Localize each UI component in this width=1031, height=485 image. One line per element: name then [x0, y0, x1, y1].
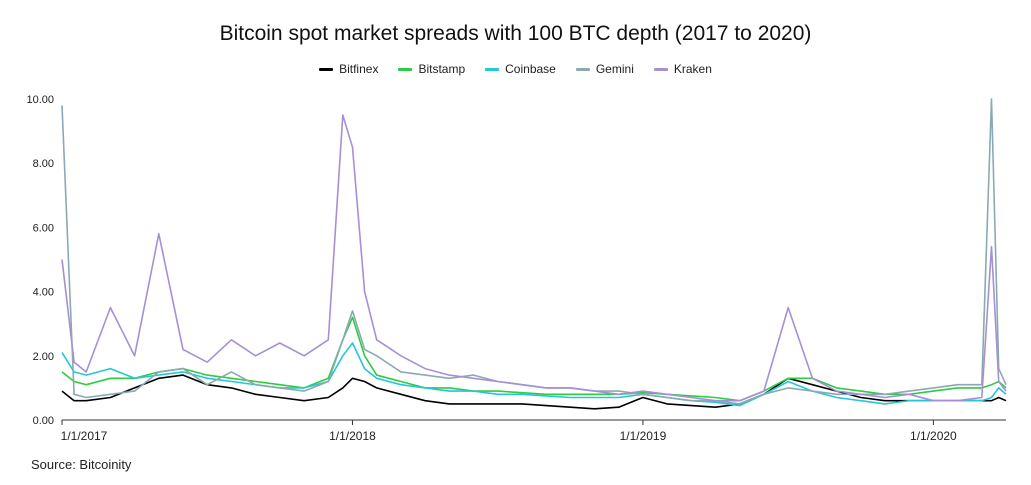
series-line-bitfinex — [61, 374, 1007, 410]
y-tick-label: 0.00 — [33, 415, 54, 427]
legend-swatch-bitstamp — [398, 67, 413, 71]
y-tick-label: 8.00 — [33, 158, 54, 170]
legend-item-kraken: Kraken — [653, 62, 712, 76]
legend-item-bitstamp: Bitstamp — [398, 62, 465, 76]
chart-title: Bitcoin spot market spreads with 100 BTC… — [219, 22, 812, 45]
x-tick-label: 1/1/2018 — [329, 429, 376, 443]
legend-label: Bitfinex — [339, 62, 379, 76]
series-line-coinbase — [61, 342, 1007, 407]
y-tick-label: 2.00 — [33, 351, 54, 363]
y-tick-label: 6.00 — [33, 222, 54, 234]
legend-swatch-kraken — [653, 67, 668, 71]
series-line-bitstamp — [61, 316, 1007, 402]
x-tick-label: 1/1/2020 — [910, 429, 957, 443]
legend-swatch-bitfinex — [319, 67, 334, 71]
legend-item-coinbase: Coinbase — [485, 62, 556, 76]
legend-label: Kraken — [673, 62, 712, 76]
legend-label: Coinbase — [505, 62, 556, 76]
x-tick-label: 1/1/2019 — [620, 429, 667, 443]
x-tick-label: 1/1/2017 — [61, 429, 108, 443]
legend: Bitfinex Bitstamp Coinbase Gemini Kraken — [0, 62, 1031, 76]
series-line-gemini — [61, 98, 1007, 405]
legend-label: Bitstamp — [418, 62, 466, 76]
y-axis: 0.00 2.00 4.00 6.00 8.00 10.00 — [26, 94, 54, 427]
legend-swatch-coinbase — [485, 67, 500, 71]
source-note: Source: Bitcoinity — [31, 457, 132, 472]
legend-item-bitfinex: Bitfinex — [319, 62, 378, 76]
series-layer — [61, 98, 1007, 410]
legend-item-gemini: Gemini — [575, 62, 634, 76]
y-tick-label: 4.00 — [33, 287, 54, 299]
y-tick-label: 10.00 — [26, 94, 54, 106]
legend-label: Gemini — [595, 62, 634, 76]
x-axis: 1/1/2017 1/1/2018 1/1/2019 1/1/2020 — [61, 420, 957, 443]
series-line-kraken — [61, 114, 1007, 402]
legend-swatch-gemini — [575, 67, 590, 71]
